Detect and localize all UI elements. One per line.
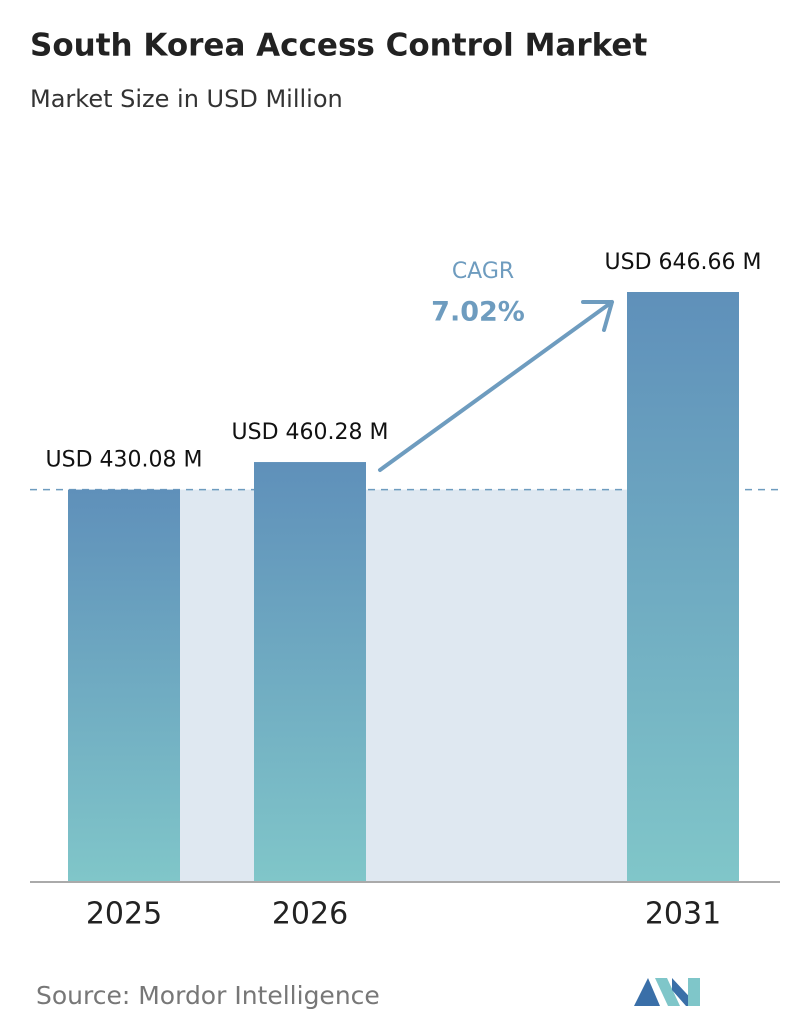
- value-label: USD 460.28 M: [232, 420, 389, 445]
- cagr-label: CAGR: [452, 259, 514, 284]
- x-tick-label: 2031: [645, 897, 721, 932]
- plot: USD 430.08 M 2025 USD 460.28 M 2026 USD 646.…: [30, 250, 780, 932]
- cagr-arrow: [378, 300, 614, 472]
- bar: [68, 489, 180, 882]
- cagr-value: 7.02%: [431, 297, 525, 328]
- value-label: USD 646.66 M: [605, 250, 762, 275]
- value-label: USD 430.08 M: [46, 448, 203, 473]
- chart-subtitle: Market Size in USD Million: [30, 85, 343, 113]
- logo: [634, 978, 700, 1006]
- reference-band: [124, 489, 683, 882]
- chart-title: South Korea Access Control Market: [30, 28, 647, 64]
- bar: [627, 292, 739, 882]
- x-tick-label: 2025: [86, 897, 162, 932]
- source: Source: Mordor Intelligence: [36, 981, 380, 1010]
- x-tick-label: 2026: [272, 897, 348, 932]
- bar: [254, 462, 366, 882]
